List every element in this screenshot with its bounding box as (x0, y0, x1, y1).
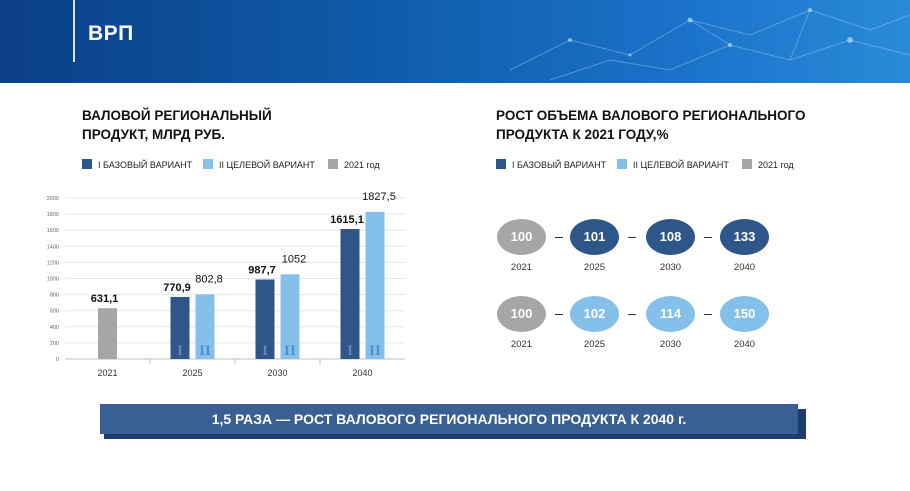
legend-label-target: II ЦЕЛЕВОЙ ВАРИАНТ (219, 160, 315, 170)
connector-dash (628, 314, 636, 315)
legend-item-2021: 2021 год (328, 159, 380, 170)
legend-swatch-2021 (742, 159, 752, 169)
page-title: ВРП (88, 22, 134, 45)
growth-circle: 108 (646, 219, 695, 255)
bar (340, 228, 360, 359)
decorative-network-graphic (509, 8, 910, 81)
bar (255, 279, 275, 359)
y-tick-label: 1800 (47, 212, 59, 218)
y-tick-label: 800 (50, 293, 59, 299)
data-label: 1827,5 (362, 191, 396, 203)
data-label: 1052 (282, 253, 306, 265)
legend-label-2021: 2021 год (758, 160, 794, 170)
bar (280, 274, 300, 359)
summary-banner: 1,5 РАЗА — РОСТ ВАЛОВОГО РЕГИОНАЛЬНОГО П… (100, 404, 798, 434)
legend-item-base: I БАЗОВЫЙ ВАРИАНТ (82, 159, 192, 170)
year-label: 2025 (583, 262, 606, 273)
right-section-title: РОСТ ОБЪЕМА ВАЛОВОГО РЕГИОНАЛЬНОГО ПРОДУ… (496, 106, 805, 144)
x-tick-label: 2040 (352, 368, 372, 378)
connector-dash (555, 237, 563, 238)
year-label: 2040 (733, 339, 756, 350)
legend-item-target: II ЦЕЛЕВОЙ ВАРИАНТ (617, 159, 729, 170)
growth-circle: 102 (570, 296, 619, 332)
bar (195, 294, 215, 359)
growth-circle: 133 (720, 219, 769, 255)
connector-dash (704, 314, 712, 315)
legend-label-base: I БАЗОВЫЙ ВАРИАНТ (98, 160, 193, 170)
bar-roman-label: II (369, 343, 381, 359)
bar-roman-label: I (262, 343, 268, 359)
bar (365, 211, 385, 359)
growth-circle: 100 (497, 219, 546, 255)
year-label: 2021 (510, 339, 533, 350)
x-tick-label: 2025 (182, 368, 202, 378)
legend-item-base: I БАЗОВЫЙ ВАРИАНТ (496, 159, 606, 170)
connector-dash (555, 314, 563, 315)
data-label: 802,8 (195, 273, 223, 285)
year-label: 2040 (733, 262, 756, 273)
growth-circle: 114 (646, 296, 695, 332)
y-tick-label: 400 (50, 325, 59, 331)
year-label: 2021 (510, 262, 533, 273)
right-title-line1: РОСТ ОБЪЕМА ВАЛОВОГО РЕГИОНАЛЬНОГО (496, 108, 806, 123)
year-label: 2030 (659, 262, 682, 273)
x-tick-label: 2030 (267, 368, 287, 378)
y-tick-label: 1000 (47, 277, 59, 283)
data-label: 1615,1 (330, 214, 364, 226)
bar-roman-label: II (199, 343, 211, 359)
bar (98, 308, 117, 359)
growth-circle: 100 (497, 296, 546, 332)
legend-label-base: I БАЗОВЫЙ ВАРИАНТ (512, 160, 607, 170)
data-label: 987,7 (248, 264, 276, 276)
y-tick-label: 200 (50, 341, 59, 347)
right-title-line2: ПРОДУКТА К 2021 ГОДУ,% (496, 127, 669, 142)
legend-item-2021: 2021 год (742, 159, 794, 170)
y-tick-label: 1400 (47, 244, 59, 250)
legend-item-target: II ЦЕЛЕВОЙ ВАРИАНТ (203, 159, 315, 170)
year-label: 2025 (583, 339, 606, 350)
y-tick-label: 600 (50, 309, 59, 315)
legend-swatch-target (203, 159, 213, 169)
year-label: 2030 (659, 339, 682, 350)
left-title-line2: ПРОДУКТ, МЛРД РУБ. (82, 127, 225, 142)
legend-swatch-base (496, 159, 506, 169)
bar-roman-label: I (177, 343, 183, 359)
bar-roman-label: II (284, 343, 296, 359)
header-divider (73, 0, 75, 62)
bar-roman-label: I (347, 343, 353, 359)
grp-bar-chart: 0 200 400 600 800 1000 1200 1400 1600 1800 2000 202… (47, 191, 405, 378)
x-tick-label: 2021 (97, 368, 117, 378)
y-tick-label: 2000 (47, 196, 59, 202)
connector-dash (628, 237, 636, 238)
left-legend: I БАЗОВЫЙ ВАРИАНТ II ЦЕЛЕВОЙ ВАРИАНТ 202… (82, 159, 412, 173)
left-title-line1: ВАЛОВОЙ РЕГИОНАЛЬНЫЙ (82, 108, 272, 123)
growth-circle: 150 (720, 296, 769, 332)
data-label: 770,9 (163, 282, 191, 294)
y-tick-label: 1200 (47, 260, 59, 266)
left-chart-title: ВАЛОВОЙ РЕГИОНАЛЬНЫЙ ПРОДУКТ, МЛРД РУБ. (82, 106, 272, 144)
legend-swatch-base (82, 159, 92, 169)
growth-circle: 101 (570, 219, 619, 255)
y-tick-label: 0 (56, 357, 59, 363)
legend-label-2021: 2021 год (344, 160, 380, 170)
y-tick-label: 1600 (47, 228, 59, 234)
legend-label-target: II ЦЕЛЕВОЙ ВАРИАНТ (633, 160, 729, 170)
data-label: 631,1 (91, 293, 119, 305)
connector-dash (704, 237, 712, 238)
legend-swatch-2021 (328, 159, 338, 169)
header-banner: ВРП (0, 0, 910, 83)
bar (170, 296, 190, 359)
right-legend: I БАЗОВЫЙ ВАРИАНТ II ЦЕЛЕВОЙ ВАРИАНТ 202… (496, 159, 816, 173)
legend-swatch-target (617, 159, 627, 169)
